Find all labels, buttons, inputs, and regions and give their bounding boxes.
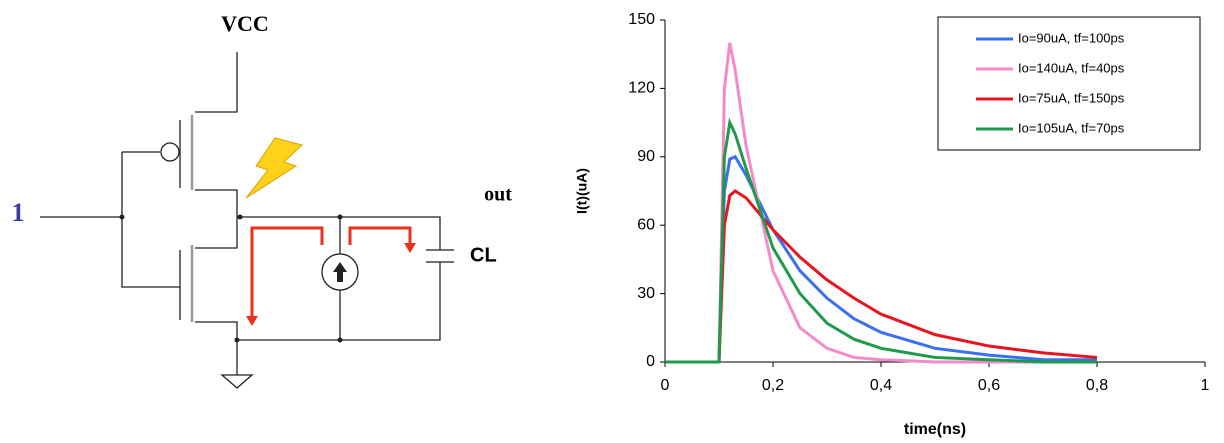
x-tick-label: 1 — [1201, 377, 1210, 394]
current-arrowheads — [246, 243, 416, 326]
pmos-bubble — [160, 142, 180, 162]
y-tick-label: 150 — [628, 11, 655, 28]
x-tick-label: 0,2 — [762, 377, 784, 394]
legend-label: Io=90uA, tf=100ps — [1018, 30, 1125, 45]
series-line — [665, 154, 1097, 364]
series-line — [665, 189, 1098, 364]
input-label: 1 — [12, 198, 25, 227]
legend-label: Io=140uA, tf=40ps — [1018, 60, 1125, 75]
y-tick-label: 30 — [637, 285, 655, 302]
vcc-label: VCC — [221, 11, 269, 36]
current-source — [321, 253, 359, 291]
x-tick-label: 0 — [661, 377, 670, 394]
chart: 0 30 60 90 120 150 0 0,2 0,4 0,6 0,8 1 time(ns) I(t)(… — [574, 11, 1210, 438]
wires — [40, 52, 454, 389]
out-label: out — [484, 184, 512, 206]
y-tick-label: 60 — [637, 216, 655, 233]
current-paths — [250, 226, 412, 318]
y-axis-label: I(t)(uA) — [574, 168, 590, 214]
legend-label: Io=105uA, tf=70ps — [1018, 120, 1125, 135]
x-tick-label: 0,8 — [1086, 377, 1108, 394]
series-line — [665, 117, 1097, 364]
particle-strike — [245, 137, 304, 199]
y-tick-label: 120 — [628, 80, 655, 97]
circuit: VCC 1 out CL — [12, 11, 512, 389]
x-tick-label: 0,4 — [870, 377, 892, 394]
x-axis-label: time(ns) — [904, 421, 966, 438]
source-arrow — [333, 262, 347, 282]
x-tick-label: 0,6 — [978, 377, 1000, 394]
cl-label: CL — [470, 244, 497, 266]
nodes — [119, 214, 343, 343]
legend-label: Io=75uA, tf=150ps — [1018, 90, 1125, 105]
y-tick-label: 90 — [637, 148, 655, 165]
y-tick-label: 0 — [646, 353, 655, 370]
